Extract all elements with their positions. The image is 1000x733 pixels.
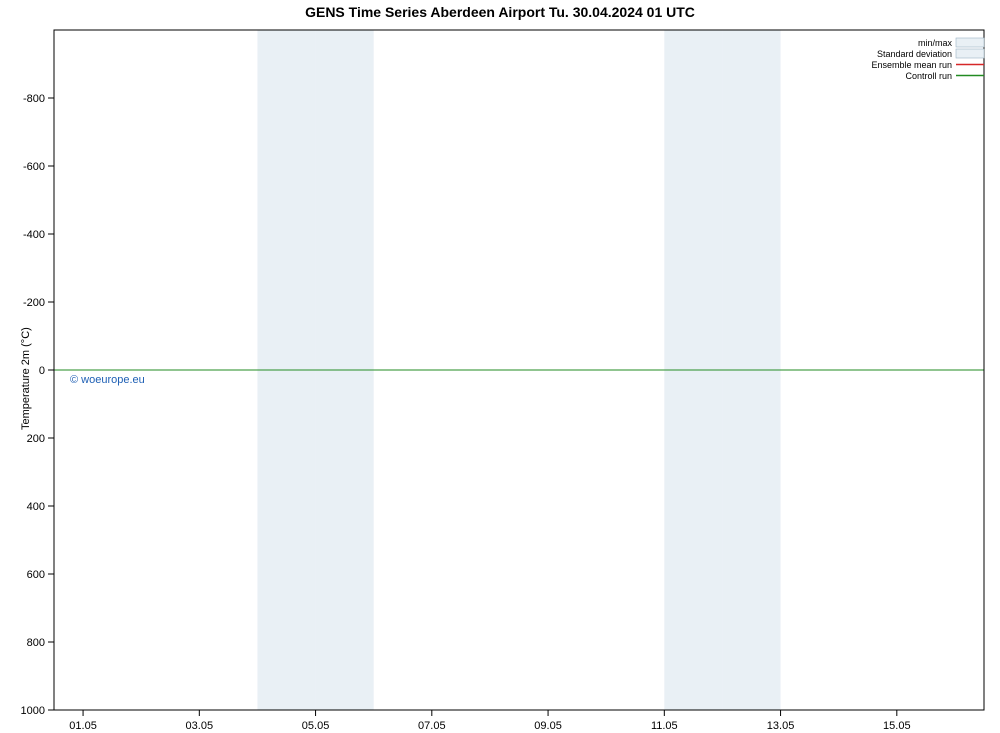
y-tick-label: 400 [27,501,45,513]
legend-label: Ensemble mean run [871,60,952,70]
x-tick-label: 05.05 [302,720,330,732]
legend-label: Controll run [905,71,952,81]
legend-sample [956,38,984,47]
y-tick-label: 800 [27,637,45,649]
watermark: © woeurope.eu [70,374,145,386]
y-tick-label: 1000 [21,705,45,717]
y-tick-label: -600 [23,161,45,173]
x-tick-label: 07.05 [418,720,446,732]
x-tick-label: 13.05 [767,720,795,732]
x-tick-label: 15.05 [883,720,911,732]
chart-plot: -800 -600 -400 -200 0 200 400 600 800 1000 01.05 03… [0,0,1000,733]
legend-label: Standard deviation [877,49,952,59]
x-tick-label: 11.05 [651,720,678,732]
y-tick-label: 200 [27,433,45,445]
y-tick-label: -800 [23,93,45,105]
x-tick-label: 09.05 [534,720,562,732]
y-tick-label: 0 [39,365,45,377]
y-tick-label: 600 [27,569,45,581]
legend-label: min/max [918,38,953,48]
y-tick-label: -200 [23,297,45,309]
legend-sample [956,49,984,58]
x-tick-label: 03.05 [186,720,214,732]
x-tick-label: 01.05 [69,720,97,732]
y-tick-label: -400 [23,229,45,241]
